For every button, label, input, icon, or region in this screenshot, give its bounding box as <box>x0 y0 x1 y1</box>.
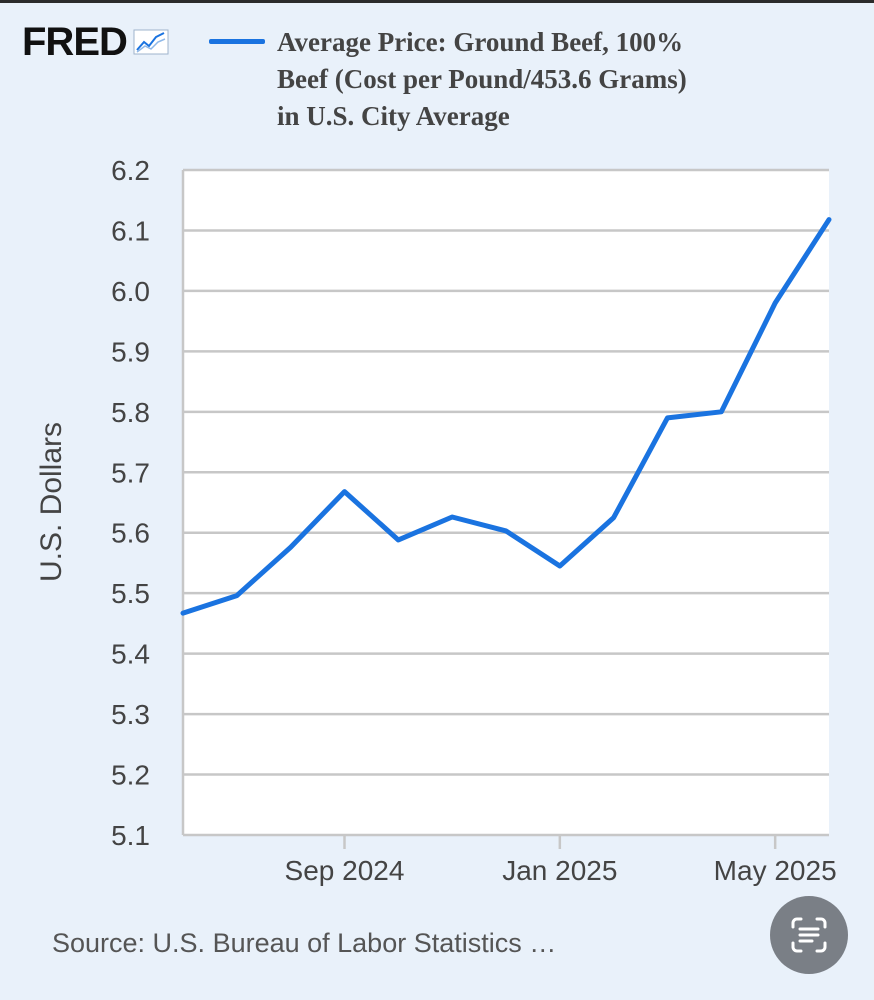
legend-label-line: in U.S. City Average <box>277 101 510 131</box>
y-tick-label: 5.7 <box>111 457 150 488</box>
y-tick-label: 6.2 <box>111 155 150 186</box>
y-tick-label: 6.0 <box>111 276 150 307</box>
scan-text-button[interactable] <box>770 896 848 974</box>
legend-label: Average Price: Ground Beef, 100% Beef (C… <box>277 24 777 135</box>
top-border <box>0 0 874 3</box>
x-tick-label: May 2025 <box>714 855 837 886</box>
line-graph-icon <box>133 29 169 55</box>
line-chart: 6.2 6.1 6.0 5.9 5.8 5.7 5.6 5.5 5.4 5.3 5.2 5.1 Sep… <box>111 155 837 886</box>
y-tick-labels: 6.2 6.1 6.0 5.9 5.8 5.7 5.6 5.5 5.4 5.3 5.2 5.1 <box>111 155 150 851</box>
x-tick-label: Jan 2025 <box>502 855 617 886</box>
y-tick-label: 5.2 <box>111 760 150 791</box>
y-tick-label: 5.3 <box>111 699 150 730</box>
grid-lines <box>181 168 829 849</box>
fred-logo-text: FRED <box>22 20 128 64</box>
source-note[interactable]: Source: U.S. Bureau of Labor Statistics … <box>52 928 557 958</box>
scan-text-icon <box>791 917 827 953</box>
fred-logo[interactable]: FRED <box>22 22 169 62</box>
legend-label-line: Beef (Cost per Pound/453.6 Grams) <box>277 64 687 94</box>
x-tick-labels: Sep 2024 Jan 2025 May 2025 <box>285 855 837 886</box>
y-tick-label: 5.6 <box>111 518 150 549</box>
series-layer <box>180 217 832 616</box>
y-tick-label: 5.5 <box>111 578 150 609</box>
y-tick-label: 5.1 <box>111 820 150 851</box>
y-tick-label: 6.1 <box>111 215 150 246</box>
legend-swatch <box>209 39 265 44</box>
legend-label-line: Average Price: Ground Beef, 100% <box>277 27 684 57</box>
y-tick-label: 5.8 <box>111 397 150 428</box>
y-tick-label: 5.4 <box>111 639 150 670</box>
plot-area <box>183 170 829 835</box>
y-tick-label: 5.9 <box>111 336 150 367</box>
x-tick-label: Sep 2024 <box>285 855 405 886</box>
